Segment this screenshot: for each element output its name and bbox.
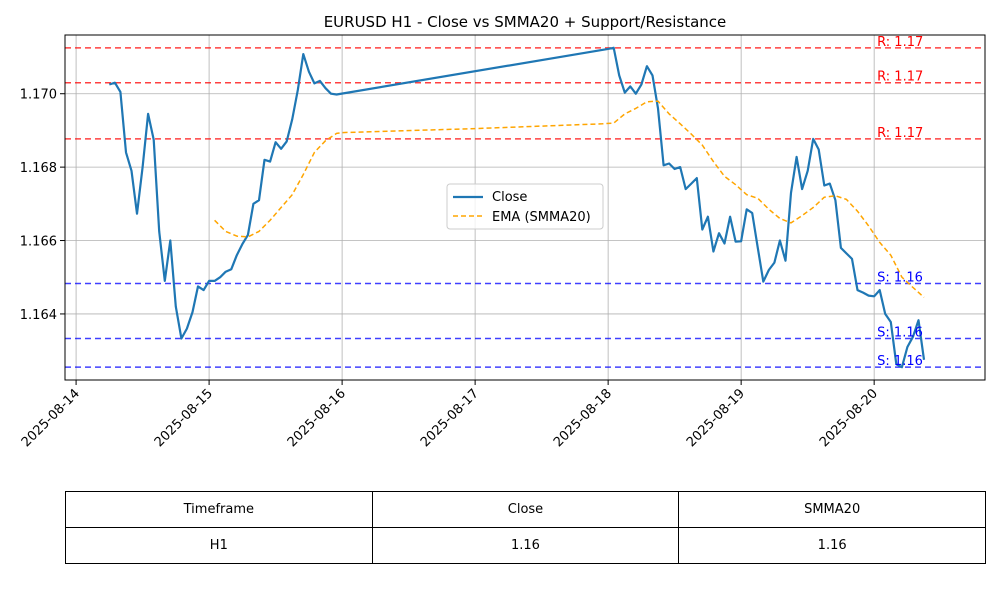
chart: EURUSD H1 - Close vs SMMA20 + Support/Re…	[19, 13, 986, 450]
support-label: S: 1.16	[877, 354, 923, 369]
y-tick-label: 1.170	[20, 88, 57, 103]
series-lines	[108, 46, 926, 369]
y-tick-label: 1.164	[20, 308, 57, 323]
table-header-smma20: SMMA20	[678, 491, 986, 528]
resistance-label: R: 1.17	[877, 70, 923, 85]
support-resistance-levels	[65, 47, 985, 368]
legend: Close EMA (SMMA20)	[446, 183, 604, 230]
summary-table: Timeframe Close SMMA20 H1 1.16 1.16	[65, 491, 986, 564]
resistance-label: R: 1.17	[877, 35, 923, 50]
x-tick-label: 2025-08-15	[152, 386, 216, 450]
legend-label-smma20: EMA (SMMA20)	[492, 210, 591, 225]
table-cell-timeframe: H1	[65, 527, 373, 564]
table-header-timeframe: Timeframe	[65, 491, 373, 528]
table-cell-close: 1.16	[371, 527, 680, 564]
y-tick-label: 1.168	[20, 161, 57, 176]
chart-title: EURUSD H1 - Close vs SMMA20 + Support/Re…	[324, 13, 727, 31]
y-tick-label: 1.166	[20, 235, 57, 250]
legend-label-close: Close	[492, 190, 527, 205]
x-tick-label: 2025-08-19	[684, 386, 748, 450]
x-tick-label: 2025-08-18	[551, 386, 615, 450]
series-smma20-line	[214, 100, 925, 298]
x-tick-label: 2025-08-20	[817, 386, 881, 450]
support-label: S: 1.16	[877, 326, 923, 341]
x-axis: 2025-08-14 2025-08-15 2025-08-16 2025-08-17…	[19, 380, 881, 450]
table-header-close: Close	[371, 491, 680, 528]
legend-box	[446, 183, 604, 230]
table-header-row: Timeframe Close SMMA20	[65, 491, 986, 528]
x-tick-label: 2025-08-14	[19, 386, 83, 450]
x-tick-label: 2025-08-17	[418, 386, 482, 450]
table-row: H1 1.16 1.16	[65, 527, 986, 564]
y-axis: 1.164 1.166 1.168 1.170	[20, 88, 65, 323]
table-cell-smma20: 1.16	[678, 527, 986, 564]
support-label: S: 1.16	[877, 270, 923, 285]
level-labels: R: 1.17 R: 1.17 R: 1.17 S: 1.16 S: 1.16 S: 1.…	[877, 35, 923, 369]
x-tick-label: 2025-08-16	[285, 386, 349, 450]
plot-frame	[64, 34, 986, 381]
resistance-label: R: 1.17	[877, 126, 923, 141]
series-close-line	[108, 46, 926, 369]
